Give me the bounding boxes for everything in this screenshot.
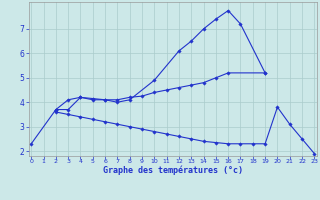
X-axis label: Graphe des températures (°c): Graphe des températures (°c) bbox=[103, 166, 243, 175]
